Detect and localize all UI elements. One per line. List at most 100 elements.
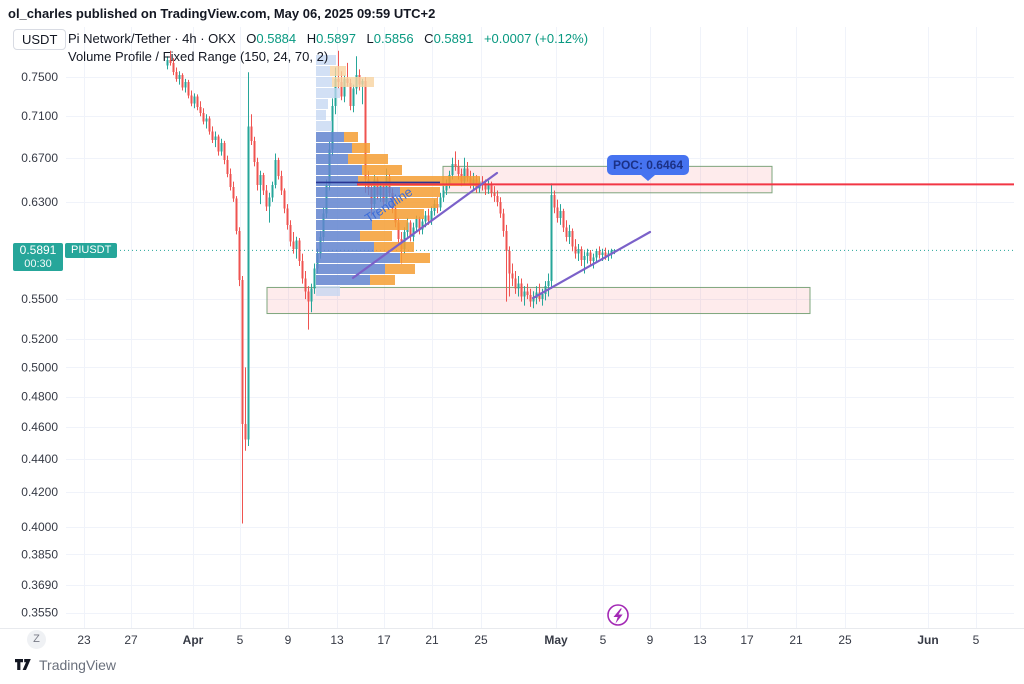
candle-body bbox=[220, 142, 223, 152]
date-tick-label: 17 bbox=[740, 633, 754, 647]
candle-body bbox=[508, 251, 511, 274]
candle-body bbox=[271, 184, 274, 198]
candle-body bbox=[439, 197, 442, 208]
volume-profile-row-sell bbox=[385, 264, 415, 274]
poc-price-callout[interactable]: POC: 0.6464 bbox=[607, 155, 689, 181]
lightning-marker-circle[interactable] bbox=[607, 604, 629, 626]
candle-body bbox=[265, 190, 268, 207]
candle-body bbox=[595, 251, 598, 258]
timezone-button[interactable]: Z bbox=[27, 630, 46, 649]
candle-body bbox=[550, 195, 553, 282]
price-tick-label: 0.5500 bbox=[21, 292, 58, 306]
trendline-drawing[interactable] bbox=[531, 230, 652, 300]
date-tick-label: 27 bbox=[124, 633, 138, 647]
candle-body bbox=[244, 423, 247, 440]
candle-body bbox=[340, 81, 343, 97]
event-marker[interactable] bbox=[607, 604, 629, 626]
candle-body bbox=[205, 118, 208, 122]
candle-body bbox=[457, 166, 460, 174]
volume-profile-row-buy bbox=[316, 143, 352, 153]
date-tick-label: 9 bbox=[285, 633, 292, 647]
candle-body bbox=[190, 95, 193, 104]
candle-body bbox=[568, 230, 571, 237]
candle-body bbox=[526, 291, 529, 296]
date-tick-label: 13 bbox=[330, 633, 344, 647]
candle-body bbox=[214, 136, 217, 140]
supply-zone[interactable] bbox=[442, 165, 773, 194]
candle-body bbox=[418, 219, 421, 230]
volume-profile-row-pale-orange bbox=[330, 66, 346, 76]
price-tick-label: 0.5200 bbox=[21, 332, 58, 346]
demand-zone[interactable] bbox=[266, 286, 811, 315]
candle-body bbox=[235, 198, 238, 231]
high-label: H bbox=[306, 31, 317, 46]
volume-profile-row-sell bbox=[352, 143, 370, 153]
date-tick-label: 5 bbox=[973, 633, 980, 647]
volume-profile-row-pale-orange bbox=[332, 77, 374, 87]
low-label: L bbox=[366, 31, 374, 46]
trendlines[interactable] bbox=[351, 171, 652, 300]
candle-body bbox=[547, 281, 550, 287]
candle-body bbox=[247, 126, 250, 440]
candle-body bbox=[463, 168, 466, 182]
candle-body bbox=[277, 159, 280, 177]
candle-body bbox=[490, 184, 493, 193]
volume-profile-row-buy bbox=[316, 176, 358, 186]
volume-profile-row-sell bbox=[362, 165, 402, 175]
candle-body bbox=[241, 279, 244, 424]
candle-body bbox=[556, 207, 559, 218]
candle-body bbox=[613, 249, 616, 251]
candle-body bbox=[364, 80, 367, 180]
price-axis-labels[interactable]: 0.7500 0.7100 0.6700 0.6300 0.5500 0.5200 0.50… bbox=[21, 70, 58, 620]
high-value: 0.5897 bbox=[316, 31, 356, 46]
price-tick-label: 0.4000 bbox=[21, 520, 58, 534]
change-value: +0.0007 (+0.12%) bbox=[483, 31, 589, 46]
time-axis-labels[interactable]: 23 27 Apr 5 9 13 17 21 25 May 5 9 13 17 21 25 Jun 5 bbox=[77, 633, 979, 647]
candle-body bbox=[421, 221, 424, 230]
candle-body bbox=[298, 240, 301, 262]
candle-body bbox=[178, 75, 181, 79]
volume-profile-indicator[interactable] bbox=[316, 55, 480, 296]
indicator-legend[interactable]: Volume Profile / Fixed Range (150, 24, 7… bbox=[68, 49, 329, 64]
published-byline: ol_charles published on TradingView.com,… bbox=[8, 6, 436, 21]
candle-body bbox=[223, 142, 226, 160]
candle-body bbox=[589, 252, 592, 262]
date-tick-label: 5 bbox=[600, 633, 607, 647]
volume-profile-row-buy bbox=[316, 264, 385, 274]
candle-body bbox=[352, 88, 355, 107]
tradingview-footer[interactable]: TradingView bbox=[14, 657, 116, 673]
candle-body bbox=[286, 208, 289, 225]
volume-profile-row-buy bbox=[316, 165, 362, 175]
candle-body bbox=[289, 224, 292, 242]
volume-profile-row-sell bbox=[380, 209, 424, 219]
trendline-drawing[interactable] bbox=[351, 171, 499, 280]
candle-body bbox=[592, 257, 595, 262]
candle-body bbox=[196, 96, 199, 108]
candle-body bbox=[586, 252, 589, 257]
candle-body bbox=[310, 288, 313, 302]
candle-body bbox=[208, 118, 211, 132]
candle-body bbox=[493, 192, 496, 197]
price-tick-label: 0.4400 bbox=[21, 452, 58, 466]
candle-body bbox=[442, 190, 445, 198]
chart-grid bbox=[66, 27, 1014, 628]
symbol-legend[interactable]: Pi Network/Tether · 4h · OKX O0.5884 H0.… bbox=[68, 31, 588, 46]
quote-currency-badge[interactable]: USDT bbox=[13, 29, 67, 50]
date-tick-label: 25 bbox=[474, 633, 488, 647]
open-label: O bbox=[246, 31, 257, 46]
candle-body bbox=[484, 184, 487, 190]
candle-body bbox=[397, 222, 400, 240]
volume-profile-row-sell bbox=[358, 176, 480, 186]
supply-demand-zones[interactable] bbox=[266, 165, 811, 315]
volume-profile-row-pale bbox=[316, 110, 326, 120]
bar-countdown: 00:30 bbox=[24, 258, 52, 270]
candle-body bbox=[499, 201, 502, 214]
candle-body bbox=[553, 195, 556, 208]
candle-body bbox=[580, 248, 583, 260]
candle-body bbox=[274, 159, 277, 185]
candle-body bbox=[604, 252, 607, 257]
candle-body bbox=[574, 246, 577, 254]
candle-body bbox=[505, 230, 508, 252]
candle-body bbox=[466, 168, 469, 178]
